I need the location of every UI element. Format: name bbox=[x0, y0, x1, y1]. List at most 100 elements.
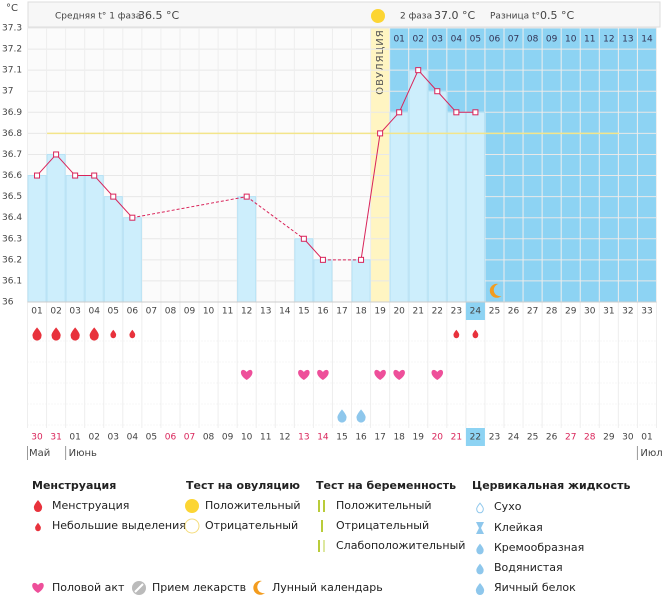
y-tick-label: 36 bbox=[2, 298, 14, 308]
temperature-line bbox=[55, 154, 76, 176]
x-tick-label: 17 bbox=[336, 307, 347, 317]
date-label: 24 bbox=[508, 433, 520, 443]
legend-title: Тест на беременность bbox=[316, 479, 456, 492]
legend-icon bbox=[323, 540, 325, 552]
date-label: 02 bbox=[88, 433, 99, 443]
post-ovulation-day: 01 bbox=[393, 35, 404, 45]
x-tick-label: 30 bbox=[584, 307, 596, 317]
temperature-bar bbox=[46, 153, 66, 303]
x-tick-label: 12 bbox=[241, 307, 252, 317]
date-label: 06 bbox=[165, 433, 177, 443]
x-tick-label: 08 bbox=[165, 307, 177, 317]
date-label: 29 bbox=[603, 433, 615, 443]
y-tick-label: 36.5 bbox=[2, 192, 22, 202]
date-label: 12 bbox=[279, 433, 290, 443]
x-tick-label: 32 bbox=[622, 307, 633, 317]
temperature-point bbox=[34, 172, 41, 179]
legend-icon bbox=[184, 518, 200, 534]
legend-item: Положительный bbox=[205, 499, 301, 512]
x-tick-label: 03 bbox=[69, 307, 80, 317]
temperature-bar bbox=[237, 196, 257, 303]
date-label: 30 bbox=[622, 433, 634, 443]
x-tick-label: 29 bbox=[565, 307, 577, 317]
diff-value: 0.5 °C bbox=[540, 9, 574, 22]
menstruation-drop bbox=[32, 327, 42, 341]
temperature-point bbox=[72, 172, 79, 179]
unit-label: °C bbox=[6, 3, 18, 14]
x-tick-label: 26 bbox=[508, 307, 520, 317]
x-tick-label: 18 bbox=[355, 307, 367, 317]
legend-item: Лунный календарь bbox=[272, 581, 383, 594]
date-label: 10 bbox=[241, 433, 253, 443]
temperature-point bbox=[415, 67, 422, 74]
post-ovulation-day: 13 bbox=[622, 35, 633, 45]
header-bar bbox=[27, 1, 661, 28]
y-tick-label: 36.9 bbox=[2, 108, 22, 118]
phase2-label: 2 фаза bbox=[400, 12, 432, 22]
date-label: 01 bbox=[69, 433, 80, 443]
legend-icon bbox=[476, 563, 484, 575]
spotting-drop bbox=[129, 329, 136, 339]
date-label: 14 bbox=[317, 433, 329, 443]
legend-icon bbox=[318, 540, 320, 552]
post-ovulation-day: 10 bbox=[565, 35, 577, 45]
menstruation-drop bbox=[70, 327, 80, 341]
x-tick-label: 13 bbox=[260, 307, 271, 317]
legend-icon bbox=[321, 520, 323, 532]
post-ovulation-day: 09 bbox=[546, 35, 558, 45]
post-ovulation-day: 05 bbox=[470, 35, 481, 45]
legend-icon bbox=[253, 580, 265, 595]
month-label: Июль bbox=[640, 448, 663, 459]
phase2-value: 37.0 °C bbox=[434, 9, 475, 22]
legend-item: Менструация bbox=[52, 499, 129, 512]
temperature-point bbox=[319, 256, 326, 263]
spotting-drop bbox=[472, 329, 479, 339]
x-tick-label: 02 bbox=[50, 307, 61, 317]
temperature-bar bbox=[313, 259, 333, 303]
temperature-point bbox=[453, 109, 460, 116]
date-label: 23 bbox=[489, 433, 500, 443]
x-tick-label: 10 bbox=[203, 307, 215, 317]
temperature-bar bbox=[389, 111, 409, 303]
temperature-bar bbox=[465, 111, 485, 303]
post-ovulation-day: 08 bbox=[527, 35, 539, 45]
temperature-point bbox=[377, 130, 384, 137]
y-tick-label: 36.2 bbox=[2, 255, 22, 265]
x-tick-label: 27 bbox=[527, 307, 538, 317]
egg-white-drop bbox=[337, 409, 347, 423]
x-tick-label: 20 bbox=[393, 307, 405, 317]
temperature-line bbox=[398, 69, 419, 113]
legend-title: Цервикальная жидкость bbox=[472, 479, 630, 492]
temperature-bar bbox=[84, 175, 104, 303]
temperature-line bbox=[379, 111, 400, 134]
legend-icon bbox=[35, 522, 41, 532]
legend-icon bbox=[475, 583, 485, 595]
x-tick-label: 24 bbox=[470, 307, 482, 317]
ovulation-column bbox=[370, 28, 390, 302]
y-tick-label: 37.3 bbox=[2, 24, 22, 34]
x-tick-label: 01 bbox=[31, 307, 42, 317]
legend-item: Сухо bbox=[494, 500, 522, 513]
y-tick-label: 36.8 bbox=[2, 129, 22, 139]
x-tick-label: 06 bbox=[127, 307, 139, 317]
post-ovulation-day: 11 bbox=[584, 35, 595, 45]
temperature-bar bbox=[427, 90, 447, 303]
intercourse-heart bbox=[317, 369, 329, 380]
x-tick-label: 22 bbox=[432, 307, 443, 317]
date-label: 04 bbox=[127, 433, 139, 443]
temperature-bar bbox=[27, 175, 47, 303]
phase1-value: 36.5 °C bbox=[138, 9, 179, 22]
today-date-box bbox=[465, 428, 485, 446]
legend-icon bbox=[318, 500, 320, 512]
x-tick-label: 31 bbox=[603, 307, 614, 317]
spotting-drop bbox=[453, 329, 460, 339]
y-tick-label: 36.6 bbox=[2, 171, 22, 181]
post-ovulation-day: 04 bbox=[451, 35, 463, 45]
legend-icon bbox=[33, 500, 43, 512]
x-tick-label: 14 bbox=[279, 307, 291, 317]
temperature-point bbox=[110, 193, 117, 200]
intercourse-heart bbox=[298, 369, 310, 380]
date-label: 25 bbox=[527, 433, 538, 443]
date-label: 01 bbox=[641, 433, 652, 443]
